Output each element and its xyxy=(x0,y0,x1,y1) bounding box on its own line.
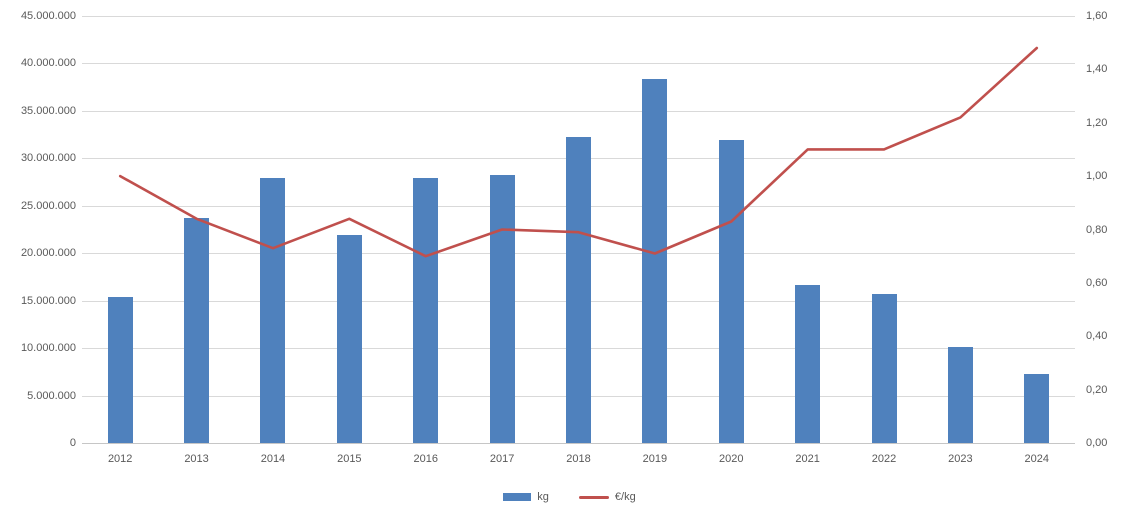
gridline xyxy=(82,63,1075,65)
kg-bar-2012 xyxy=(107,296,133,443)
left-axis-tick-label: 20.000.000 xyxy=(20,247,76,260)
right-axis-tick-label: 0,40 xyxy=(1086,330,1108,343)
x-axis-label-2022: 2022 xyxy=(871,453,897,465)
gridline xyxy=(82,110,1075,112)
x-axis-label-2024: 2024 xyxy=(1024,453,1050,465)
kg-bar-2018 xyxy=(566,137,591,443)
gridline xyxy=(82,16,1075,17)
x-axis-label-2017: 2017 xyxy=(489,453,515,465)
kg-bar-2023 xyxy=(947,347,973,443)
left-axis-tick-label: 30.000.000 xyxy=(20,152,76,165)
x-axis-label-2014: 2014 xyxy=(260,453,286,465)
right-axis-tick-label: 0,00 xyxy=(1086,437,1108,449)
x-axis-label-2016: 2016 xyxy=(413,453,438,465)
right-axis-tick-label: 1,60 xyxy=(1086,10,1108,22)
x-axis-line xyxy=(82,443,1075,444)
line-swatch-icon xyxy=(578,495,609,499)
kg-bar-2016 xyxy=(413,178,439,443)
left-axis-tick-label: 15.000.000 xyxy=(20,294,76,307)
legend: kg €/kg xyxy=(0,491,1139,503)
right-axis-tick-label: 0,20 xyxy=(1086,383,1108,396)
x-axis-label-2013: 2013 xyxy=(184,453,209,465)
kg-bar-2021 xyxy=(795,284,821,443)
bar-swatch-icon xyxy=(503,493,532,501)
right-axis-tick-label: 1,20 xyxy=(1086,116,1108,129)
x-axis-label-2012: 2012 xyxy=(107,453,133,465)
kg-bar-2015 xyxy=(336,235,362,443)
x-axis-label-2021: 2021 xyxy=(795,453,820,465)
left-axis-tick-label: 45.000.000 xyxy=(20,10,76,22)
left-axis-tick-label: 5.000.000 xyxy=(27,389,76,402)
kg-bar-2022 xyxy=(871,294,897,443)
kg-bar-2019 xyxy=(642,78,668,443)
right-axis-tick-label: 1,40 xyxy=(1086,63,1108,76)
left-axis-tick-label: 40.000.000 xyxy=(20,57,76,70)
left-axis-tick-label: 25.000.000 xyxy=(20,199,76,212)
kg-bar-2014 xyxy=(260,178,286,443)
kg-bar-2024 xyxy=(1024,373,1050,443)
x-axis-label-2018: 2018 xyxy=(566,453,591,465)
x-axis-label-2023: 2023 xyxy=(948,453,973,465)
x-axis-label-2020: 2020 xyxy=(719,453,744,465)
legend-eur-per-kg-label: €/kg xyxy=(614,491,636,503)
x-axis-label-2019: 2019 xyxy=(642,453,668,465)
left-axis-tick-label: 0 xyxy=(69,437,76,449)
x-axis-label-2015: 2015 xyxy=(337,453,362,465)
kg-bar-2020 xyxy=(718,140,744,443)
kg-bar-2013 xyxy=(184,218,210,443)
right-axis-tick-label: 0,80 xyxy=(1086,223,1108,236)
right-axis-tick-label: 0,60 xyxy=(1086,276,1108,289)
legend-kg-label: kg xyxy=(537,491,549,503)
right-axis-tick-label: 1,00 xyxy=(1086,170,1108,183)
left-axis-tick-label: 35.000.000 xyxy=(20,104,76,117)
left-axis-tick-label: 10.000.000 xyxy=(20,342,76,355)
kg-bar-2017 xyxy=(489,175,515,443)
